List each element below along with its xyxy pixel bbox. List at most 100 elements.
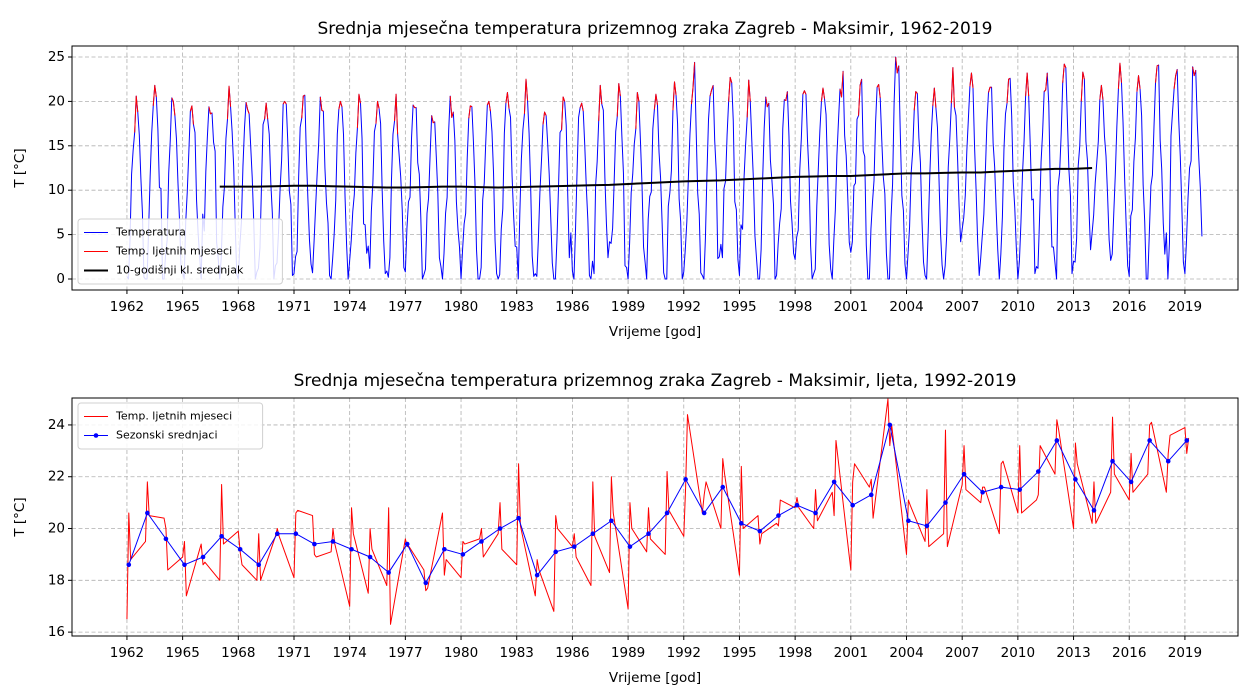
x-tick-label: 1992 [667, 645, 701, 661]
series-marker [906, 518, 911, 524]
series-marker [1184, 438, 1190, 443]
series-marker [145, 510, 150, 516]
y-tick-label: 25 [48, 49, 65, 65]
x-tick-label: 1998 [778, 645, 812, 661]
x-tick-label: 1986 [555, 645, 589, 661]
chart-title: Srednja mjesečna temperatura prizemnog z… [318, 19, 993, 39]
y-tick-label: 18 [48, 572, 65, 588]
x-tick-label: 1980 [444, 645, 478, 661]
x-tick-label: 1989 [611, 299, 645, 315]
series-marker [609, 518, 614, 524]
series-marker [163, 536, 169, 542]
series-marker [868, 492, 874, 498]
x-tick-label: 2004 [889, 645, 923, 661]
series-marker [1110, 458, 1115, 464]
series-line [126, 56, 1203, 280]
series-marker [1017, 487, 1023, 492]
x-tick-label: 1968 [221, 299, 255, 315]
x-tick-label: 1971 [277, 299, 311, 315]
series-marker [219, 533, 224, 539]
x-tick-label: 2016 [1112, 645, 1146, 661]
series-marker [367, 554, 373, 560]
axes-frame [71, 397, 1239, 637]
x-tick-label: 1965 [165, 645, 199, 661]
x-tick-label: 1992 [667, 299, 701, 315]
series-marker [887, 422, 893, 428]
legend-marker [93, 433, 99, 438]
series-marker [1054, 438, 1060, 443]
series-marker [1073, 477, 1078, 482]
series-marker [1147, 438, 1152, 443]
x-tick-label: 1986 [555, 299, 589, 315]
series-marker [794, 502, 800, 508]
x-tick-label: 1977 [388, 645, 422, 661]
x-tick-label: 1995 [722, 645, 756, 661]
legend: Temperatura Temp. ljetnih mjeseci 10-godiš… [77, 218, 283, 285]
y-axis-label: T [°C] [12, 497, 28, 537]
y-tick-label: 0 [56, 271, 65, 287]
series-marker [182, 562, 187, 568]
x-tick-label: 2010 [1001, 299, 1035, 315]
x-axis-label: Vrijeme [god] [609, 670, 701, 686]
x-tick-label: 1974 [332, 299, 366, 315]
x-tick-label: 2001 [834, 645, 868, 661]
series-marker [850, 502, 855, 508]
series-marker [423, 580, 429, 586]
x-tick-label: 2013 [1056, 299, 1090, 315]
series-marker [720, 484, 726, 490]
y-tick-label: 15 [48, 138, 65, 154]
legend-box [77, 218, 283, 285]
series-marker [1128, 479, 1134, 485]
y-tick-label: 16 [48, 624, 65, 640]
x-axis-label: Vrijeme [god] [609, 324, 701, 340]
series-marker [274, 531, 280, 537]
x-tick-label: 2010 [1001, 645, 1035, 661]
x-tick-label: 2004 [889, 299, 923, 315]
legend-box [77, 402, 264, 450]
y-tick-label: 5 [56, 227, 65, 243]
series-marker [924, 523, 930, 529]
series-marker [831, 479, 837, 485]
x-tick-label: 2013 [1056, 645, 1090, 661]
x-tick-label: 1962 [110, 645, 144, 661]
x-tick-label: 1995 [722, 299, 756, 315]
series-marker [126, 562, 132, 568]
chart-panel: Srednja mjesečna temperatura prizemnog z… [12, 371, 1239, 686]
x-tick-label: 1980 [444, 299, 478, 315]
x-tick-label: 1983 [500, 645, 534, 661]
legend-label: Temp. ljetnih mjeseci [115, 245, 232, 258]
x-tick-label: 2019 [1168, 645, 1202, 661]
axes-frame [71, 45, 1239, 291]
series-marker [312, 541, 317, 547]
series-marker [349, 546, 354, 552]
series-marker [1035, 469, 1041, 474]
series-marker [664, 510, 670, 516]
chart-title: Srednja mjesečna temperatura prizemnog z… [294, 371, 1017, 391]
series-line [219, 167, 1093, 189]
x-tick-label: 2019 [1168, 299, 1202, 315]
x-tick-label: 1965 [165, 299, 199, 315]
series-marker [1091, 508, 1097, 513]
x-tick-label: 1989 [611, 645, 645, 661]
x-tick-label: 1968 [221, 645, 255, 661]
series-line [128, 424, 1188, 584]
series-marker [256, 562, 262, 568]
series-marker [776, 513, 781, 518]
series-marker [943, 500, 948, 505]
series-marker [534, 572, 540, 578]
x-tick-label: 2001 [834, 299, 868, 315]
series-marker [980, 489, 985, 495]
series-marker [739, 521, 744, 526]
series-marker [237, 546, 243, 552]
y-tick-label: 10 [48, 182, 65, 198]
series-marker [200, 554, 206, 560]
series-marker [683, 477, 688, 482]
legend-label: 10-godišnji kl. srednjak [116, 264, 244, 277]
series-marker [701, 510, 707, 516]
series-marker [998, 484, 1004, 490]
x-tick-label: 1971 [277, 645, 311, 661]
chart-panel: Srednja mjesečna temperatura prizemnog z… [12, 19, 1239, 340]
x-tick-label: 2016 [1112, 299, 1146, 315]
x-tick-label: 1977 [388, 299, 422, 315]
